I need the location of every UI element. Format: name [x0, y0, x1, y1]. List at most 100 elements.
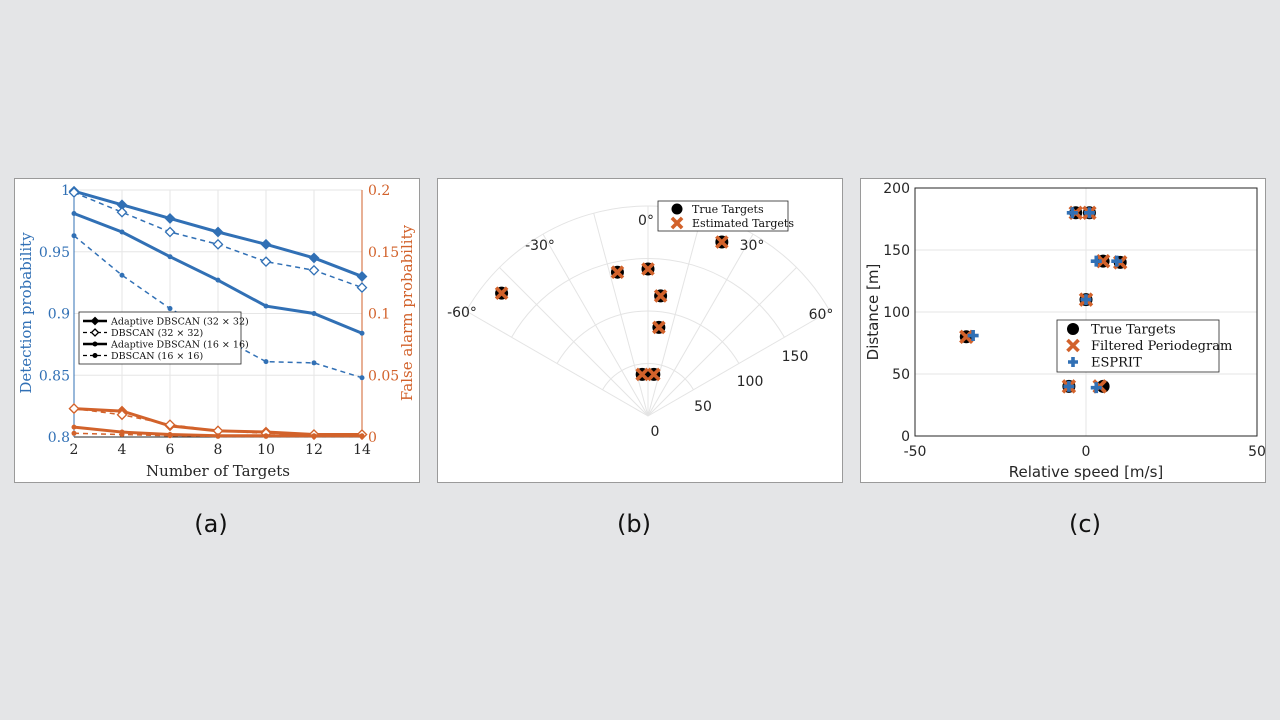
- data-point: [116, 409, 128, 421]
- x-tick-label: 8: [214, 442, 223, 458]
- data-point: [610, 265, 625, 280]
- legend-label: Estimated Targets: [692, 217, 794, 230]
- theta-tick-label: 60°: [809, 307, 834, 323]
- x-axis-label: Number of Targets: [146, 462, 290, 480]
- data-point: [1090, 255, 1102, 267]
- data-point: [164, 419, 176, 431]
- angle-spoke: [647, 213, 703, 417]
- x-tick-label: 14: [353, 442, 371, 458]
- legend-label: Adaptive DBSCAN (16 × 16): [110, 340, 249, 351]
- x-tick-label: 12: [305, 442, 323, 458]
- legend-marker: [1067, 323, 1079, 335]
- x-tick-label: 10: [257, 442, 275, 458]
- legend-marker: [92, 341, 98, 347]
- angle-spoke: [465, 310, 649, 417]
- angle-spoke: [647, 267, 797, 417]
- data-point: [164, 226, 176, 238]
- series-left-dot: [71, 210, 365, 336]
- data-point: [263, 303, 269, 309]
- r-tick-label: 100: [737, 374, 764, 390]
- data-point: [641, 262, 655, 276]
- data-point: [167, 433, 173, 439]
- x-axis-label: Relative speed [m/s]: [1009, 463, 1164, 481]
- legend-marker: [670, 216, 684, 230]
- y-right-axis-label: False alarm probability: [398, 224, 416, 401]
- y-tick-label: 50: [892, 367, 910, 383]
- data-point: [967, 330, 979, 342]
- data-point: [311, 311, 317, 316]
- series-cross: [494, 235, 729, 382]
- y-left-tick-label: 0.85: [39, 368, 70, 384]
- legend-box: [1056, 319, 1220, 373]
- legend-label: DBSCAN (16 × 16): [111, 351, 203, 362]
- x-tick-label: 0: [1082, 444, 1091, 460]
- series-left-diamond-open: [68, 187, 368, 293]
- y-left-tick-label: 0.95: [39, 245, 70, 261]
- legend-label: ESPRIT: [1091, 356, 1142, 371]
- data-point: [119, 272, 125, 278]
- y-tick-label: 200: [883, 181, 910, 197]
- data-point: [1095, 253, 1111, 269]
- series-plus: [967, 207, 1123, 394]
- data-point: [311, 433, 317, 439]
- r-tick-label: 50: [694, 399, 712, 415]
- theta-tick-label: -60°: [447, 305, 477, 321]
- data-point: [653, 289, 668, 303]
- data-point: [359, 330, 365, 336]
- data-point: [647, 367, 661, 382]
- series-circle: [495, 235, 729, 381]
- data-point: [959, 329, 974, 345]
- y-left-tick-label: 0.8: [48, 430, 70, 446]
- theta-tick-label: -30°: [525, 238, 555, 254]
- data-point: [68, 187, 80, 198]
- legend-marker: [90, 328, 100, 337]
- data-point: [715, 235, 729, 249]
- x-tick-label: 50: [1248, 444, 1266, 460]
- data-point: [119, 432, 125, 438]
- data-point: [359, 375, 365, 381]
- y-right-tick-label: 0.1: [368, 307, 390, 323]
- data-point: [1111, 255, 1123, 267]
- y-right-tick-label: 0.15: [368, 245, 399, 261]
- y-right-tick-label: 0: [368, 430, 377, 446]
- angle-spoke: [499, 267, 649, 417]
- data-point: [212, 226, 224, 238]
- data-point: [308, 252, 320, 264]
- angle-spoke: [593, 213, 649, 417]
- data-point: [119, 229, 125, 235]
- x-tick-label: -50: [904, 444, 927, 460]
- y-axis-label: Distance [m]: [864, 264, 882, 361]
- chart-c-panel: -50 0 50 0 50 100 150 200 Relative speed [m/s] Di…: [860, 178, 1266, 483]
- data-point: [167, 306, 173, 312]
- series-right-dot: [71, 430, 365, 439]
- data-point: [215, 277, 221, 283]
- caption-b: (b): [617, 510, 651, 538]
- data-point: [1063, 380, 1075, 392]
- data-point: [1083, 207, 1095, 219]
- data-point: [1066, 207, 1078, 219]
- y-tick-label: 150: [883, 243, 910, 259]
- x-tick-label: 2: [70, 442, 79, 458]
- y-left-tick-label: 1: [61, 183, 70, 199]
- legend-label: True Targets: [1091, 323, 1176, 338]
- data-point: [116, 206, 128, 218]
- legend-label: Filtered Periodegram: [1091, 339, 1232, 354]
- theta-tick-label: 0°: [638, 213, 654, 229]
- chart-a-panel: 2 4 6 8 10 12 14 0.8 0 0.85 0.05 0.9 0.1 0.95 0.15 1 0.2…: [14, 178, 420, 483]
- angle-spoke: [647, 233, 754, 417]
- y-tick-label: 100: [883, 305, 910, 321]
- data-point: [164, 212, 176, 224]
- y-left-tick-label: 0.9: [48, 307, 70, 323]
- data-point: [311, 360, 317, 366]
- data-point: [68, 403, 80, 415]
- data-point: [263, 433, 269, 439]
- legend-marker: [1066, 338, 1080, 353]
- data-point: [308, 264, 320, 276]
- data-point: [635, 367, 649, 382]
- legend-marker: [1068, 357, 1078, 367]
- x-tick-label: 4: [118, 442, 127, 458]
- data-point: [215, 433, 221, 439]
- data-point: [260, 238, 272, 250]
- data-point: [356, 282, 368, 293]
